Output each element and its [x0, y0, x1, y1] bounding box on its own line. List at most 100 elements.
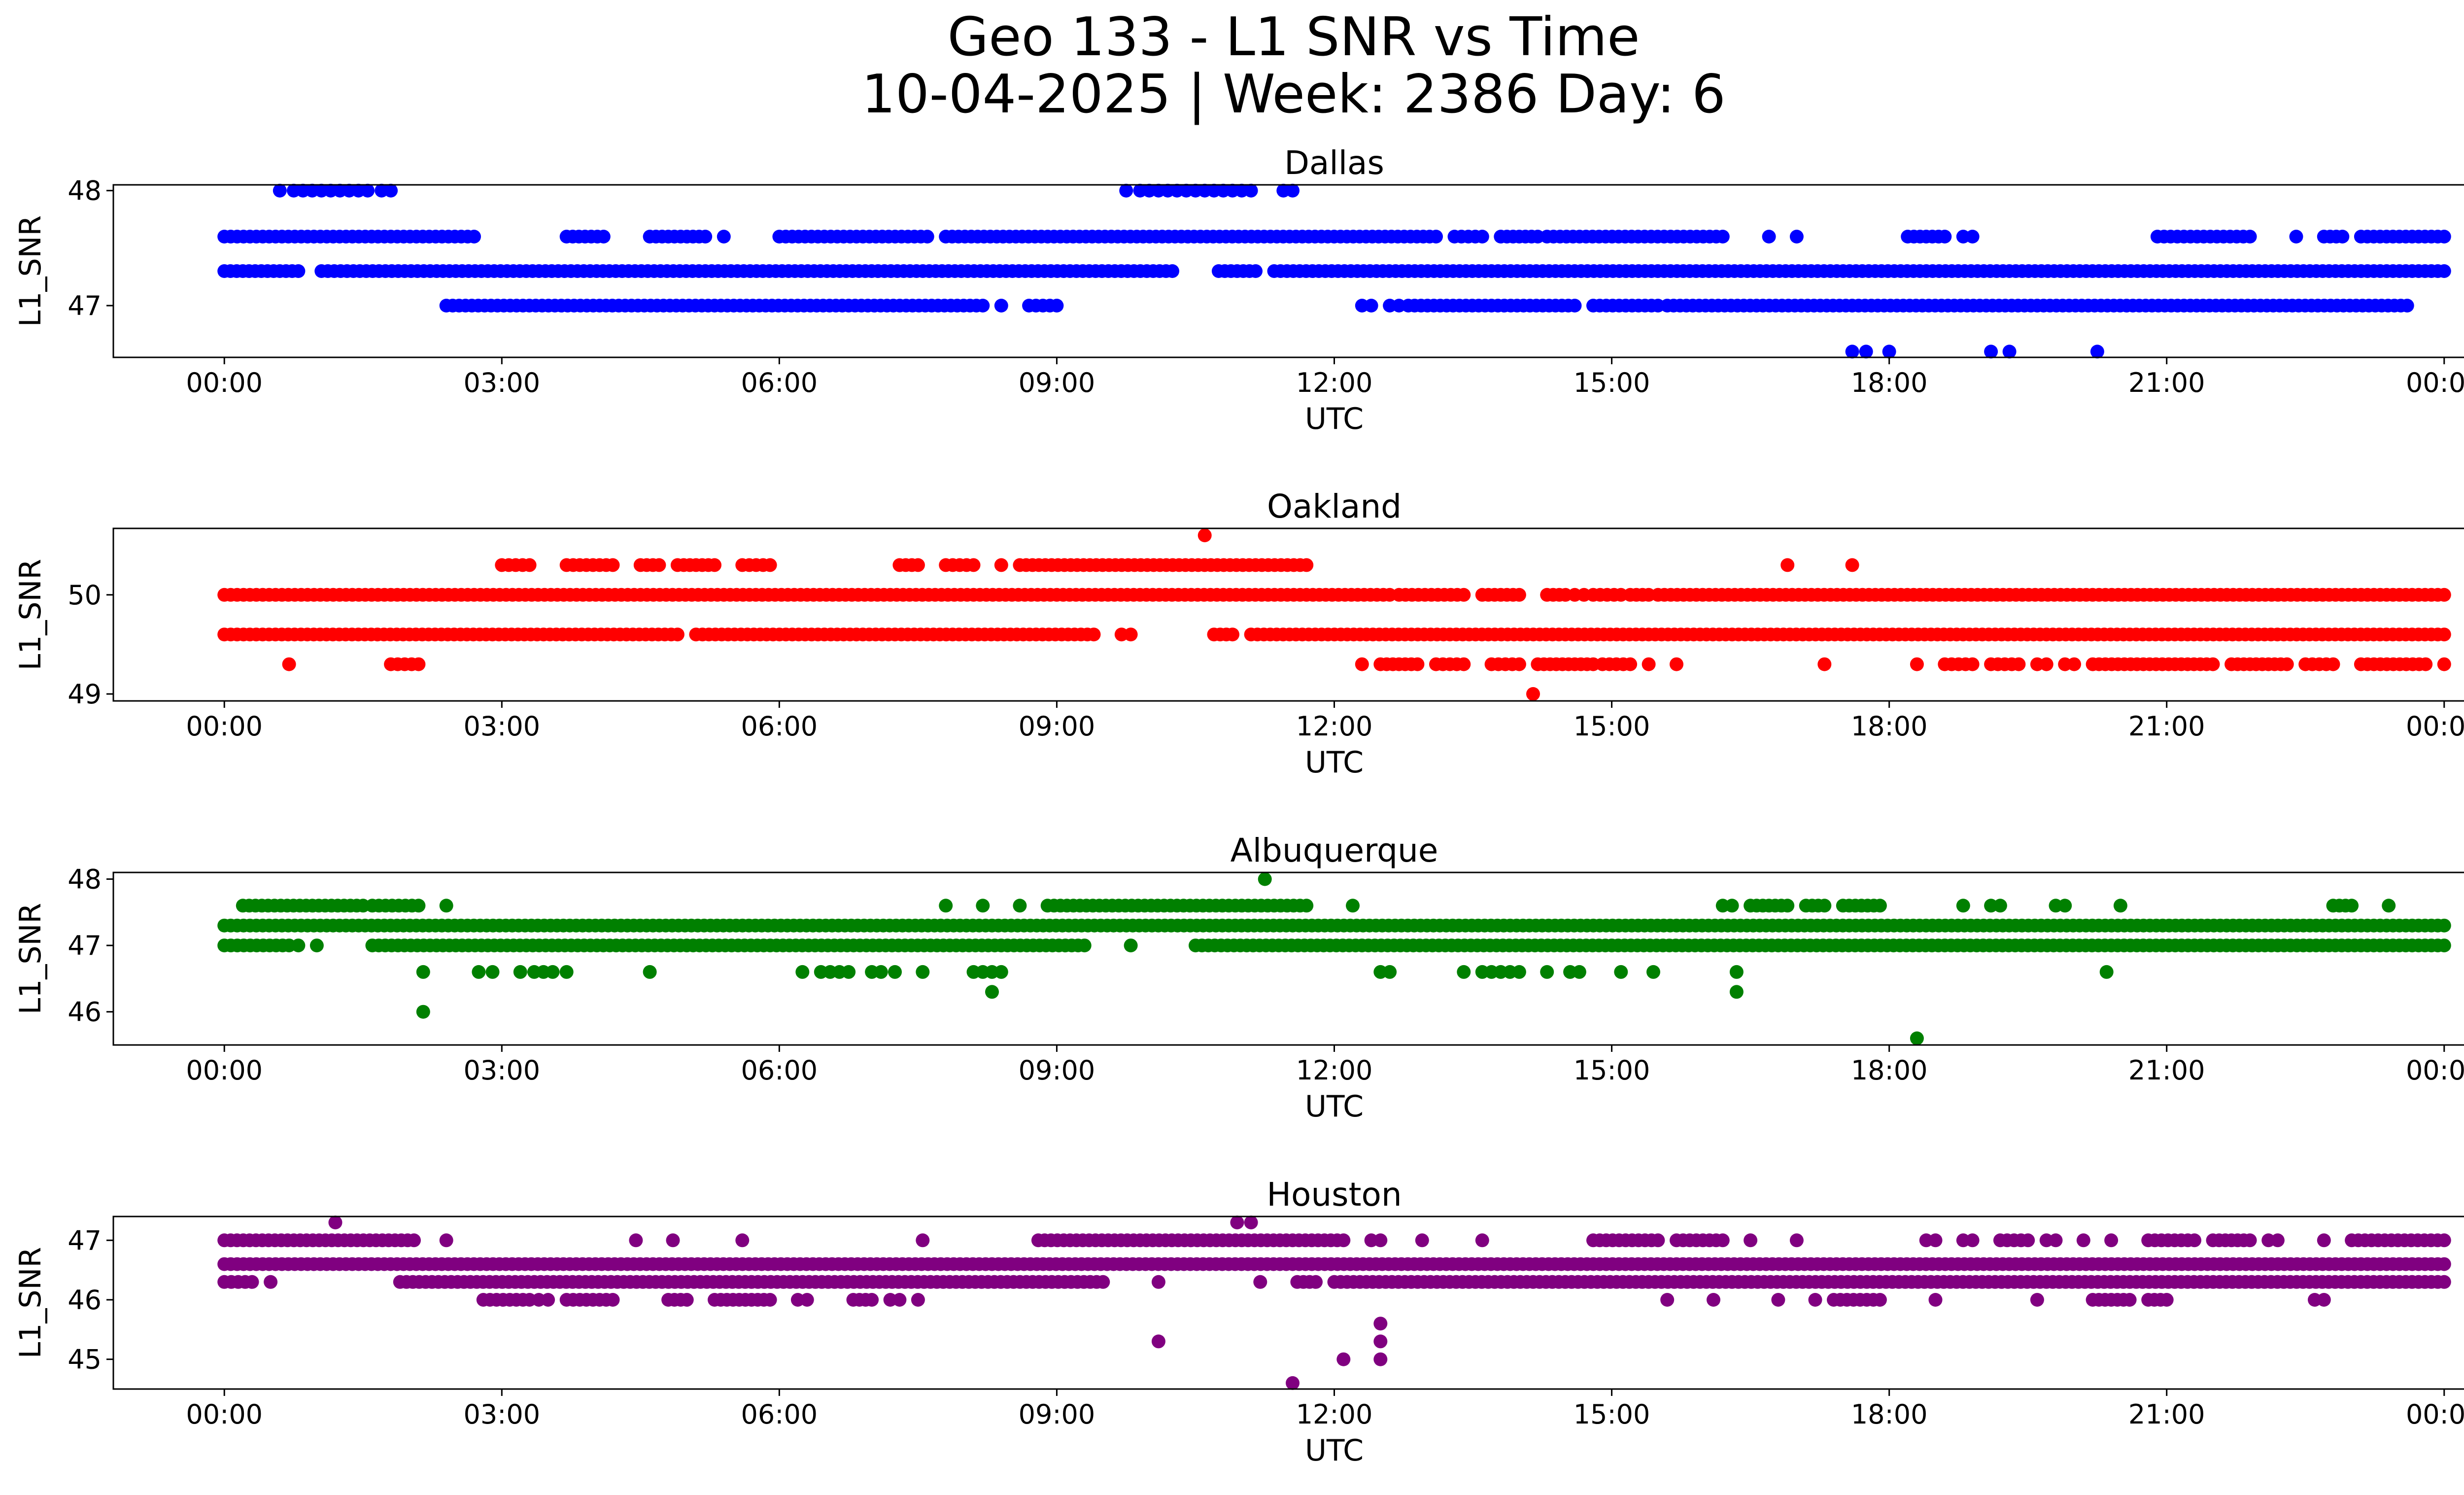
points-dallas — [217, 183, 2451, 359]
data-point — [994, 558, 1008, 572]
x-tick-label: 00:00 — [2406, 367, 2464, 398]
data-point — [407, 1233, 421, 1248]
data-point — [1780, 558, 1795, 572]
data-point — [2270, 1233, 2285, 1248]
data-point — [2437, 1257, 2451, 1271]
x-tick-label: 00:00 — [2406, 1399, 2464, 1430]
y-axis-label: L1_SNR — [13, 903, 48, 1014]
x-axis-label: UTC — [1305, 402, 1364, 436]
data-point — [2002, 345, 2017, 359]
data-point — [1457, 657, 1471, 671]
data-point — [2104, 1233, 2119, 1248]
data-point — [384, 183, 398, 198]
data-point — [1457, 965, 1471, 979]
y-tick-label: 47 — [68, 930, 102, 961]
data-point — [1226, 627, 1239, 642]
y-axis-label: L1_SNR — [13, 559, 48, 670]
data-point — [1475, 1233, 1489, 1248]
x-tick-label: 18:00 — [1851, 367, 1928, 398]
data-point — [1928, 1293, 1943, 1307]
x-tick-label: 00:00 — [186, 711, 263, 742]
data-point — [2039, 657, 2053, 671]
x-tick-label: 21:00 — [2128, 1399, 2205, 1430]
y-tick-label: 47 — [68, 290, 102, 321]
data-point — [1859, 345, 1873, 359]
data-point — [416, 1005, 430, 1019]
data-point — [1526, 687, 1540, 701]
x-tick-label: 15:00 — [1574, 1399, 1650, 1430]
x-tick-label: 06:00 — [741, 1399, 818, 1430]
data-point — [2437, 939, 2451, 953]
y-tick-label: 46 — [68, 997, 102, 1028]
x-tick-label: 06:00 — [741, 367, 818, 398]
data-point — [2090, 345, 2104, 359]
data-point — [916, 1233, 930, 1248]
data-point — [1244, 183, 1258, 198]
subplot-title-albuquerque: Albuquerque — [1231, 832, 1438, 869]
x-axis-label: UTC — [1305, 1433, 1364, 1468]
data-point — [1336, 1352, 1351, 1366]
x-tick-label: 09:00 — [1019, 1055, 1095, 1086]
data-point — [888, 965, 902, 979]
data-point — [1642, 657, 1656, 671]
data-point — [1762, 230, 1776, 243]
data-point — [2437, 1275, 2451, 1289]
data-point — [643, 965, 657, 979]
data-point — [1646, 965, 1660, 979]
data-point — [1151, 1334, 1165, 1349]
data-point — [1475, 230, 1489, 243]
data-point — [1744, 1233, 1758, 1248]
data-point — [273, 183, 287, 198]
data-point — [2437, 918, 2451, 933]
data-point — [1938, 230, 1952, 243]
data-point — [2317, 1233, 2331, 1248]
data-point — [2345, 899, 2359, 913]
x-tick-label: 03:00 — [463, 1055, 540, 1086]
data-point — [2021, 1233, 2035, 1248]
x-tick-label: 12:00 — [1296, 1399, 1373, 1430]
data-point — [1286, 1376, 1300, 1390]
data-point — [698, 230, 713, 243]
data-point — [1965, 230, 1980, 243]
data-point — [976, 299, 990, 313]
x-axis-label: UTC — [1305, 745, 1364, 780]
figure-title-line2: 10-04-2025 | Week: 2386 Day: 6 — [861, 64, 1725, 125]
data-point — [708, 558, 721, 572]
y-tick-label: 49 — [68, 679, 102, 710]
data-point — [282, 657, 296, 671]
data-point — [1715, 230, 1730, 243]
data-point — [1364, 299, 1378, 313]
data-point — [1873, 899, 1887, 913]
data-point — [1373, 1233, 1388, 1248]
data-point — [596, 230, 611, 243]
x-tick-label: 21:00 — [2128, 711, 2205, 742]
x-tick-label: 03:00 — [463, 711, 540, 742]
x-tick-label: 09:00 — [1019, 1399, 1095, 1430]
data-point — [1258, 872, 1272, 886]
data-point — [522, 558, 537, 572]
data-point — [670, 627, 684, 642]
data-point — [1707, 1293, 1720, 1307]
x-tick-label: 18:00 — [1851, 1055, 1928, 1086]
points-albuquerque — [217, 872, 2451, 1045]
subplots: Dallas 00:00 03:00 06:00 09:00 12:00 15:00 18:0… — [13, 144, 2464, 1468]
data-point — [1346, 899, 1360, 913]
data-point — [2099, 965, 2114, 979]
data-point — [1715, 1233, 1730, 1248]
data-point — [1429, 230, 1443, 243]
x-tick-label: 06:00 — [741, 1055, 818, 1086]
data-point — [1789, 1233, 1804, 1248]
data-point — [1077, 939, 1092, 953]
data-point — [485, 965, 500, 979]
data-point — [735, 1233, 750, 1248]
data-point — [606, 1293, 620, 1307]
data-point — [1300, 899, 1314, 913]
subplot-houston: Houston 00:00 03:00 06:00 09:00 12:00 15:00 18:… — [13, 1176, 2464, 1468]
data-point — [1725, 899, 1739, 913]
data-point — [1124, 627, 1138, 642]
x-axis-label: UTC — [1305, 1089, 1364, 1124]
data-point — [1817, 657, 1832, 671]
x-tick-label: 00:00 — [186, 367, 263, 398]
data-point — [865, 1293, 879, 1307]
